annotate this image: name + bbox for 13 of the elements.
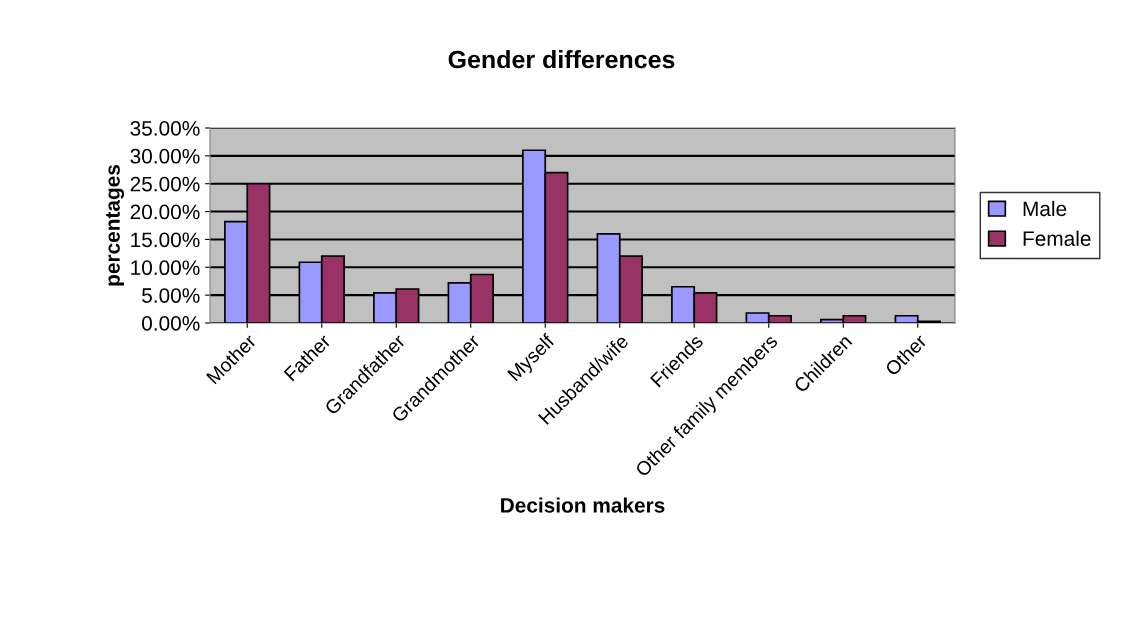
legend-label: Female: [1023, 230, 1091, 247]
y-tick-label: 0.00%: [142, 316, 200, 331]
y-axis-title: percentages: [106, 164, 125, 286]
y-tick-label: 35.00%: [130, 121, 200, 136]
y-tick-label: 20.00%: [130, 204, 200, 220]
legend-label: Male: [1023, 200, 1067, 217]
x-axis-title: Decision makers: [501, 497, 665, 513]
chart-title: Gender differences: [448, 50, 675, 69]
y-tick-label: 10.00%: [131, 260, 200, 276]
y-tick-label: 25.00%: [130, 176, 200, 192]
y-tick-label: 30.00%: [130, 148, 200, 164]
y-tick-label: 15.00%: [131, 232, 200, 248]
y-tick-label: 5.00%: [142, 288, 200, 303]
